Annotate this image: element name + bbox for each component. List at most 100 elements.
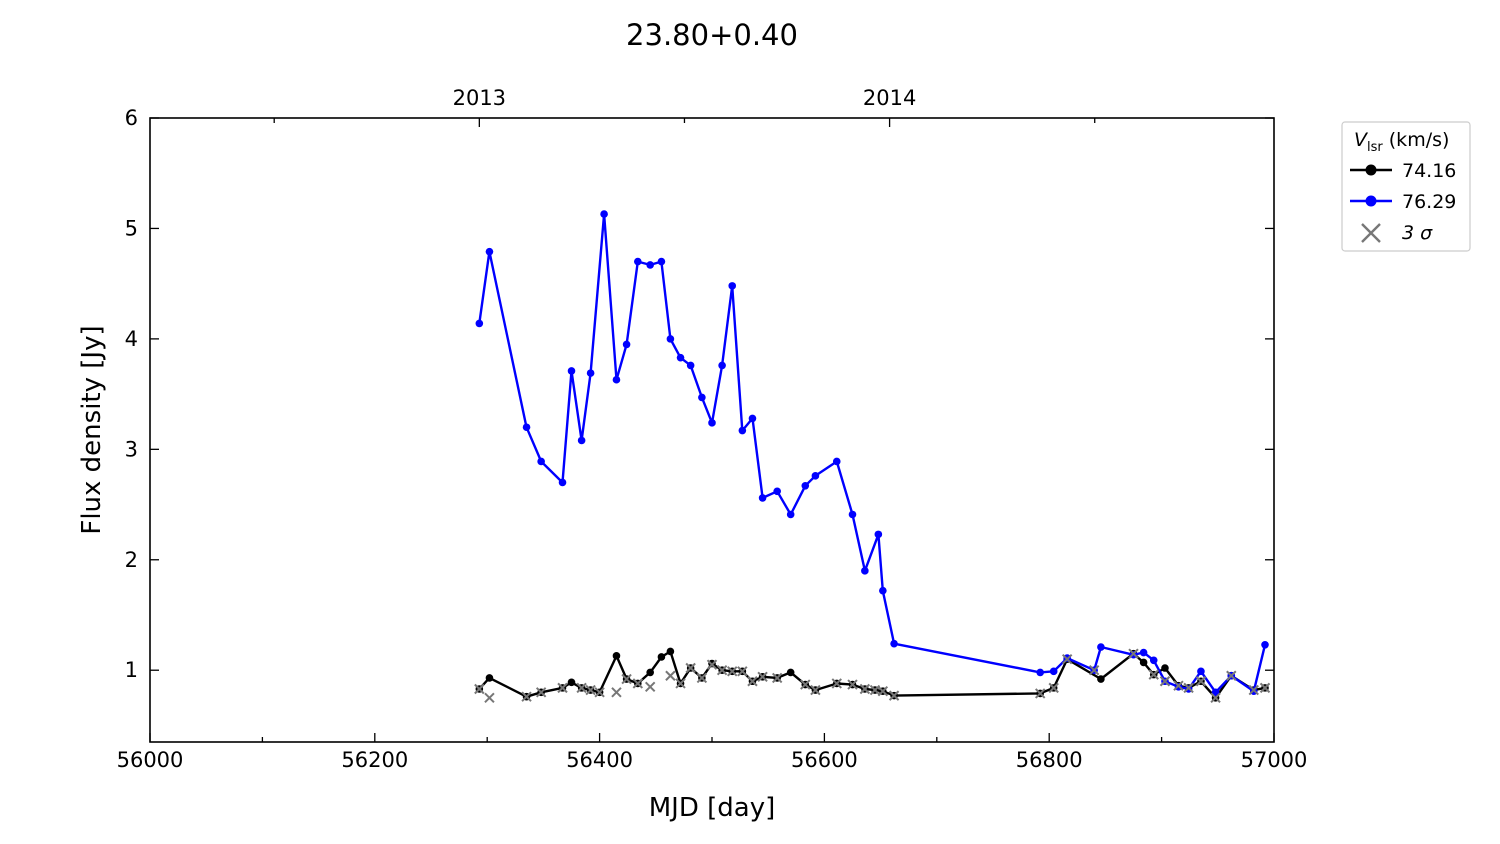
y-tick-label: 6 (125, 106, 138, 130)
data-point-76-29 (1149, 656, 1158, 665)
legend-marker-3-sigma (1361, 223, 1381, 243)
sigma-marker (877, 685, 889, 697)
sigma-marker (675, 678, 686, 689)
sigma-marker (1148, 669, 1159, 680)
sigma-marker (1173, 680, 1184, 691)
data-point-74-16 (666, 647, 675, 656)
sigma-marker (1048, 682, 1059, 694)
data-point-76-29 (577, 436, 586, 445)
sigma-marker (1159, 676, 1171, 687)
data-point-76-29 (622, 340, 631, 349)
sigma-marker (1259, 682, 1271, 694)
data-point-76-29 (676, 353, 685, 362)
sigma-marker (621, 673, 632, 685)
data-point-76-29 (586, 369, 595, 377)
sigma-marker (665, 670, 676, 681)
legend-label-76-29: 76.29 (1402, 191, 1456, 213)
data-point-76-29 (728, 282, 737, 290)
legend-title-suffix: (km/s) (1383, 129, 1450, 151)
sigma-marker (484, 692, 495, 704)
sigma-marker (706, 659, 718, 670)
data-point-76-29 (1036, 668, 1045, 677)
sigma-markers (474, 648, 1271, 704)
series-line-76-29 (478, 212, 1267, 694)
data-point-76-29 (698, 393, 706, 402)
sigma-marker (1183, 682, 1194, 694)
data-point-76-29 (522, 423, 531, 432)
sigma-marker (1195, 676, 1207, 687)
legend-box (1341, 121, 1471, 252)
data-point-74-16 (1161, 664, 1169, 672)
data-point-76-29 (801, 481, 810, 490)
series-layer (474, 210, 1271, 704)
legend-marker-74-16 (1365, 164, 1377, 176)
sigma-marker (535, 687, 547, 698)
plot-frame (149, 117, 1275, 743)
data-point-76-29 (708, 419, 716, 427)
legend-title-subscript: lsr (1367, 140, 1383, 155)
data-point-76-29 (646, 261, 654, 269)
data-point-76-29 (1197, 667, 1205, 676)
sigma-marker (888, 690, 900, 701)
chart-title: 23.80+0.40 (626, 18, 798, 52)
sigma-marker (831, 678, 842, 689)
data-point-76-29 (666, 335, 675, 343)
data-point-76-29 (686, 361, 695, 370)
y-tick-label: 3 (125, 437, 138, 461)
sigma-marker (1248, 684, 1259, 696)
sigma-marker (800, 679, 811, 690)
top-year-tick-label: 2013 (453, 86, 506, 110)
data-point-74-16 (485, 674, 494, 682)
x-tick-label: 56800 (1016, 748, 1083, 772)
x-tick-label: 57000 (1241, 748, 1308, 772)
sigma-marker (757, 671, 768, 683)
x-tick-label: 56200 (341, 748, 408, 772)
data-point-74-16 (1097, 675, 1105, 683)
data-point-76-29 (1211, 688, 1220, 697)
y-axis-label: Flux density [Jy] (77, 325, 107, 534)
sigma-marker (1128, 648, 1139, 659)
sigma-marker (474, 683, 485, 695)
data-point-76-29 (811, 472, 820, 480)
sigma-marker (1035, 688, 1046, 699)
sigma-marker (771, 672, 783, 684)
series-76-29 (475, 210, 1269, 697)
data-point-74-16 (646, 668, 654, 677)
data-point-74-16 (786, 668, 795, 677)
data-point-76-29 (1139, 648, 1148, 657)
axis-ticks: 56000 56200 56400 56600 56800 57000 2013 2014 1 2… (117, 86, 1308, 772)
legend: Vlsr (km/s) 74.16 76.29 3 σ (1341, 121, 1471, 252)
legend-label-74-16: 74.16 (1402, 160, 1456, 182)
legend-title: Vlsr (km/s) (1354, 129, 1449, 155)
y-tick-label: 2 (125, 548, 138, 572)
sigma-marker (847, 679, 858, 690)
sigma-marker (1226, 670, 1237, 681)
data-point-76-29 (634, 257, 642, 266)
data-point-76-29 (874, 530, 883, 539)
sigma-marker (557, 682, 568, 694)
sigma-marker (585, 684, 596, 696)
data-point-76-29 (612, 375, 621, 384)
sigma-marker (611, 687, 622, 698)
data-point-74-16 (657, 653, 666, 661)
data-point-76-29 (848, 510, 857, 519)
sigma-marker (810, 684, 821, 696)
data-point-74-16 (612, 652, 621, 660)
data-point-76-29 (1049, 667, 1058, 676)
top-year-tick-label: 2014 (863, 86, 916, 110)
y-tick-label: 4 (125, 327, 138, 351)
sigma-marker (716, 665, 728, 676)
sigma-marker (1061, 653, 1073, 665)
data-point-76-29 (738, 426, 747, 435)
data-point-76-29 (537, 457, 545, 466)
data-point-76-29 (890, 639, 898, 648)
sigma-marker (521, 691, 532, 702)
sigma-marker (727, 666, 738, 677)
data-point-76-29 (558, 478, 567, 487)
data-point-76-29 (1261, 641, 1269, 649)
data-point-76-29 (758, 494, 767, 502)
data-point-76-29 (861, 567, 869, 575)
x-axis-label: MJD [day] (649, 793, 776, 823)
sigma-marker (1210, 692, 1221, 704)
sigma-marker (1088, 665, 1100, 676)
